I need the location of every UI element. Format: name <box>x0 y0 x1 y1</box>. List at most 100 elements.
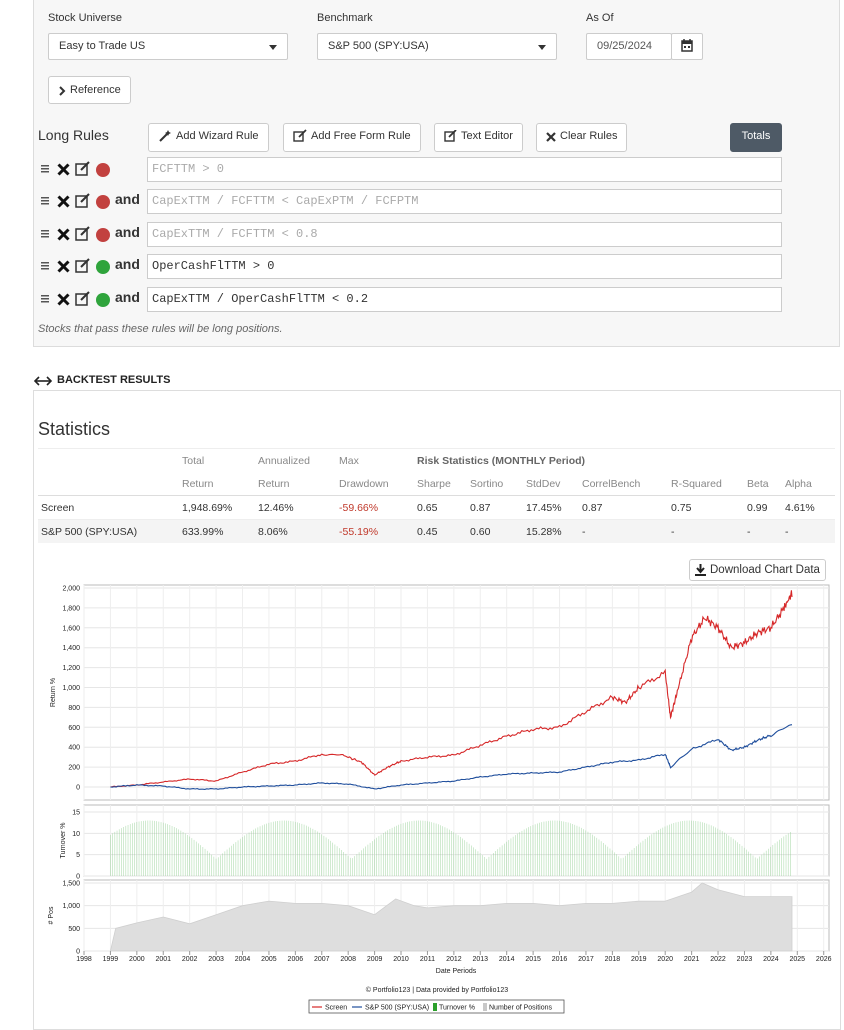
cell: 15.28% <box>526 525 562 538</box>
rule-connector: and <box>115 289 140 305</box>
cell: 0.45 <box>417 525 438 538</box>
drag-handle-icon[interactable] <box>40 228 50 240</box>
rule-connector: and <box>115 191 140 207</box>
text-editor-button[interactable]: Text Editor <box>434 123 523 152</box>
x-tick-label: 2020 <box>657 956 673 963</box>
delete-rule-icon[interactable] <box>57 195 70 208</box>
rule-expression-input[interactable]: CapExTTM / FCFTTM < CapExPTM / FCFPTM <box>147 189 782 214</box>
cell: 0.99 <box>747 501 768 514</box>
backtest-results-title[interactable]: BACKTEST RESULTS <box>57 374 171 386</box>
cell: -55.19% <box>339 525 379 538</box>
x-tick-label: 2006 <box>288 956 304 963</box>
x-tick-label: 2025 <box>790 956 806 963</box>
as-of-date-input[interactable]: 09/25/2024 <box>586 33 672 60</box>
benchmark-label: Benchmark <box>317 12 373 24</box>
stats-header-cell: Max <box>339 454 359 467</box>
legend-swatch <box>483 1003 487 1011</box>
rule-row: and CapExTTM / FCFTTM < CapExPTM / FCFPTM <box>40 189 785 215</box>
edit-icon <box>444 129 457 142</box>
rule-controls <box>40 226 110 244</box>
rule-status-red-icon <box>96 195 110 209</box>
add-wizard-rule-button[interactable]: Add Wizard Rule <box>148 123 269 152</box>
edit-rule-icon[interactable] <box>75 258 91 274</box>
legend-item: Number of Positions <box>489 1005 553 1012</box>
stock-universe-label: Stock Universe <box>48 12 122 24</box>
x-tick-label: 2012 <box>446 956 462 963</box>
x-tick-label: 2023 <box>737 956 753 963</box>
stock-universe-select[interactable]: Easy to Trade US <box>48 33 288 60</box>
legend-swatch <box>433 1003 437 1011</box>
edit-rule-icon[interactable] <box>75 193 91 209</box>
edit-rule-icon[interactable] <box>75 226 91 242</box>
cell: 0.87 <box>582 501 603 514</box>
rule-status-green-icon <box>96 260 110 274</box>
as-of-date-value: 09/25/2024 <box>597 40 653 52</box>
calendar-button[interactable] <box>671 33 703 60</box>
y-tick-label: 1,000 <box>62 903 80 910</box>
drag-handle-icon[interactable] <box>40 293 50 305</box>
rule-expression-input[interactable]: CapExTTM / OperCashFlTTM < 0.2 <box>147 287 782 312</box>
y-tick-label: 200 <box>68 765 80 772</box>
add-free-form-rule-button[interactable]: Add Free Form Rule <box>283 123 421 152</box>
cell: - <box>785 525 789 538</box>
stats-header-row: Total Annualized Max Risk Statistics (MO… <box>38 448 835 473</box>
y-tick-label: 800 <box>68 705 80 712</box>
x-axis-label: Date Periods <box>436 968 477 975</box>
add-wizard-rule-label: Add Wizard Rule <box>176 130 259 142</box>
y-tick-label: 1,800 <box>62 605 80 612</box>
y-tick-label: 500 <box>68 926 80 933</box>
stats-header-cell: Return <box>182 477 214 490</box>
x-tick-label: 2011 <box>420 956 435 963</box>
edit-rule-icon[interactable] <box>75 161 91 177</box>
x-tick-label: 2000 <box>129 956 145 963</box>
clear-rules-button[interactable]: Clear Rules <box>536 123 628 152</box>
delete-rule-icon[interactable] <box>57 228 70 241</box>
chart-credit: © Portfolio123 | Data provided by Portfo… <box>366 986 508 994</box>
edit-rule-icon[interactable] <box>75 291 91 307</box>
cell: 8.06% <box>258 525 288 538</box>
cell: - <box>582 525 586 538</box>
y-tick-label: 1,200 <box>62 665 80 672</box>
y-tick-label: 0 <box>76 949 80 956</box>
benchmark-select[interactable]: S&P 500 (SPY:USA) <box>317 33 557 60</box>
arrows-horizontal-icon[interactable] <box>33 374 53 392</box>
long-rules-title: Long Rules <box>38 127 109 143</box>
rule-expression-input[interactable]: CapExTTM / FCFTTM < 0.8 <box>147 222 782 247</box>
y-tick-label: 1,500 <box>62 881 80 888</box>
y-tick-label: 2,000 <box>62 586 80 593</box>
chevron-down-icon <box>269 45 277 50</box>
delete-rule-icon[interactable] <box>57 260 70 273</box>
rule-row: and OperCashFlTTM > 0 <box>40 254 785 280</box>
y-axis-label: # Pos <box>48 906 55 924</box>
totals-button[interactable]: Totals <box>730 123 782 152</box>
legend-item: Turnover % <box>439 1005 475 1012</box>
rule-controls <box>40 291 110 309</box>
drag-handle-icon[interactable] <box>40 163 50 175</box>
cell: 4.61% <box>785 501 815 514</box>
download-chart-data-button[interactable]: Download Chart Data <box>689 559 826 581</box>
reference-button[interactable]: Reference <box>48 76 131 104</box>
rules-note: Stocks that pass these rules will be lon… <box>38 323 283 335</box>
x-tick-label: 2009 <box>367 956 383 963</box>
cell: 1,948.69% <box>182 501 233 514</box>
statistics-table: Total Annualized Max Risk Statistics (MO… <box>38 448 835 543</box>
cell: -59.66% <box>339 501 379 514</box>
stats-header-cell: Annualized <box>258 454 310 467</box>
delete-rule-icon[interactable] <box>57 293 70 306</box>
y-tick-label: 0 <box>76 874 80 881</box>
table-row: Screen 1,948.69% 12.46% -59.66% 0.65 0.8… <box>38 496 835 520</box>
rule-expression-input[interactable]: OperCashFlTTM > 0 <box>147 254 782 279</box>
chart-panel-frame <box>83 804 830 877</box>
rule-connector: and <box>115 224 140 240</box>
drag-handle-icon[interactable] <box>40 195 50 207</box>
drag-handle-icon[interactable] <box>40 260 50 272</box>
add-free-form-rule-label: Add Free Form Rule <box>311 130 411 142</box>
rule-expression-input[interactable]: FCFTTM > 0 <box>147 157 782 182</box>
x-tick-label: 2001 <box>155 956 171 963</box>
cell: 633.99% <box>182 525 224 538</box>
delete-rule-icon[interactable] <box>57 163 70 176</box>
x-tick-label: 2021 <box>684 956 700 963</box>
close-icon <box>546 132 556 142</box>
benchmark-value: S&P 500 (SPY:USA) <box>328 40 429 52</box>
x-tick-label: 2018 <box>605 956 621 963</box>
